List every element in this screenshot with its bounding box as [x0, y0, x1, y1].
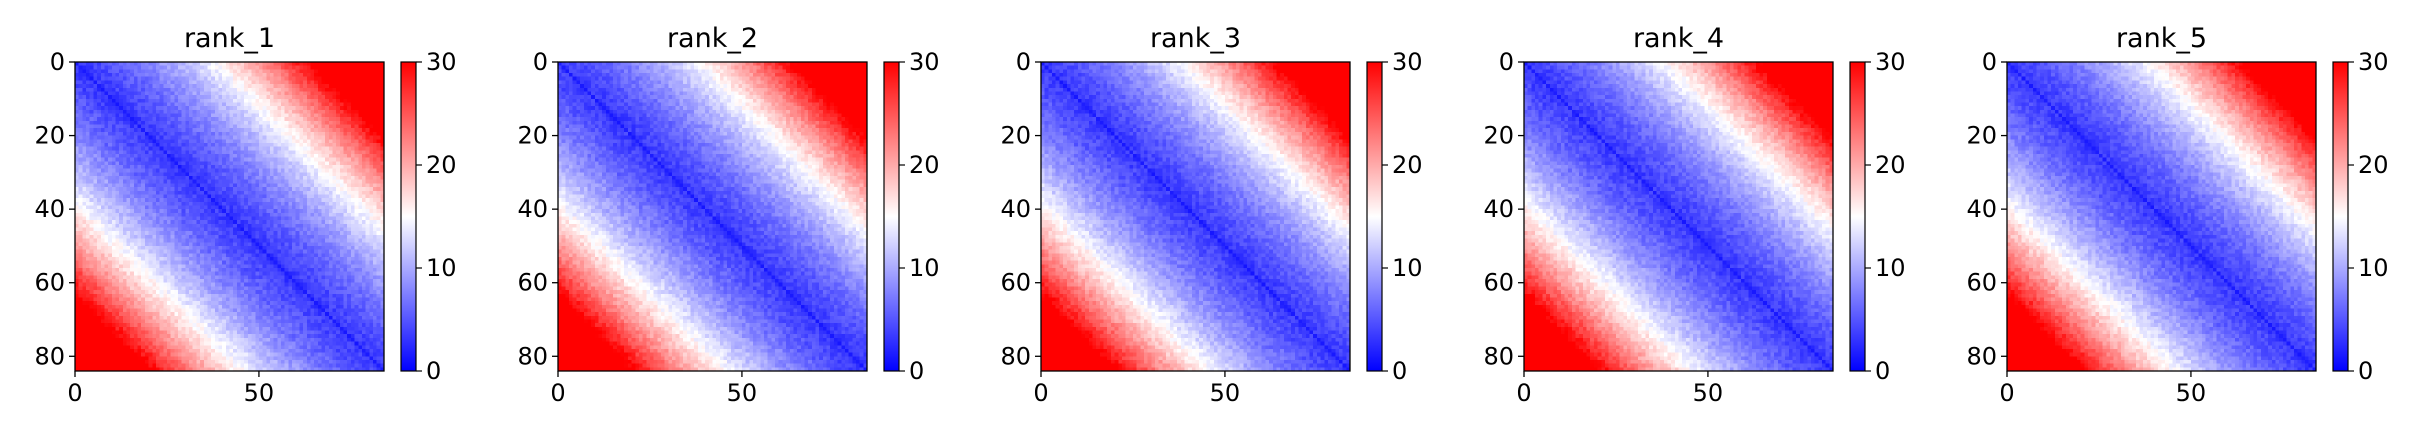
y-tick-label: 20 [1966, 122, 1997, 150]
x-tick-label: 50 [1210, 379, 1241, 407]
x-tick-label: 50 [244, 379, 275, 407]
heatmap-frame [557, 61, 868, 372]
x-tick-label: 0 [1999, 379, 2014, 407]
heatmap-image [1041, 62, 1350, 371]
colorbar-tick-label: 30 [426, 48, 457, 76]
y-tick-label: 0 [1499, 48, 1514, 76]
panel-title: rank_5 [2116, 23, 2207, 54]
y-tick-label: 80 [517, 342, 548, 370]
y-tick-label: 80 [34, 342, 65, 370]
heatmap-image [2007, 62, 2316, 371]
panel-title: rank_4 [1633, 23, 1724, 54]
heatmap-frame [1040, 61, 1351, 372]
x-tick-label: 50 [1693, 379, 1724, 407]
colorbar-frame [1366, 61, 1383, 372]
y-tick-label: 40 [517, 195, 548, 223]
colorbar [1850, 62, 1865, 371]
heatmap-frame [1523, 61, 1834, 372]
colorbar-frame [400, 61, 417, 372]
colorbar-frame [1849, 61, 1866, 372]
heatmap-image [1524, 62, 1833, 371]
heatmap-frame [2006, 61, 2317, 372]
y-tick-label: 0 [1016, 48, 1031, 76]
colorbar-tick-label: 0 [1875, 357, 1890, 385]
colorbar-frame [2332, 61, 2349, 372]
y-tick-label: 20 [517, 122, 548, 150]
heatmap-image [75, 62, 384, 371]
colorbar-tick-label: 0 [1392, 357, 1407, 385]
panel-title: rank_1 [184, 23, 275, 54]
y-tick-label: 0 [1982, 48, 1997, 76]
y-tick-label: 60 [517, 269, 548, 297]
colorbar-tick-label: 20 [1392, 151, 1423, 179]
y-tick-label: 20 [34, 122, 65, 150]
colorbar [884, 62, 899, 371]
colorbar-tick-label: 20 [909, 151, 940, 179]
panel-title: rank_3 [1150, 23, 1241, 54]
y-tick-label: 80 [1483, 342, 1514, 370]
colorbar-tick-label: 10 [909, 254, 940, 282]
colorbar-tick-label: 20 [426, 151, 457, 179]
colorbar-tick-label: 10 [1392, 254, 1423, 282]
y-tick-label: 60 [34, 269, 65, 297]
panel-title: rank_2 [667, 23, 758, 54]
colorbar-tick-label: 30 [909, 48, 940, 76]
colorbar-tick-label: 0 [909, 357, 924, 385]
colorbar-tick-label: 0 [426, 357, 441, 385]
colorbar-tick-label: 0 [2358, 357, 2373, 385]
colorbar-tick-label: 30 [1392, 48, 1423, 76]
x-tick-label: 0 [67, 379, 82, 407]
y-tick-label: 60 [1483, 269, 1514, 297]
x-tick-label: 0 [550, 379, 565, 407]
y-tick-label: 0 [533, 48, 548, 76]
y-tick-label: 60 [1966, 269, 1997, 297]
y-tick-label: 80 [1000, 342, 1031, 370]
heatmap-image [558, 62, 867, 371]
x-tick-label: 50 [727, 379, 758, 407]
colorbar-frame [883, 61, 900, 372]
colorbar [1367, 62, 1382, 371]
colorbar [2333, 62, 2348, 371]
colorbar [401, 62, 416, 371]
y-tick-label: 40 [1966, 195, 1997, 223]
colorbar-tick-label: 20 [2358, 151, 2389, 179]
y-tick-label: 60 [1000, 269, 1031, 297]
colorbar-tick-label: 10 [1875, 254, 1906, 282]
x-tick-label: 0 [1516, 379, 1531, 407]
colorbar-tick-label: 10 [426, 254, 457, 282]
colorbar-tick-label: 10 [2358, 254, 2389, 282]
y-tick-label: 20 [1483, 122, 1514, 150]
x-tick-label: 50 [2176, 379, 2207, 407]
y-tick-label: 40 [34, 195, 65, 223]
colorbar-tick-label: 30 [1875, 48, 1906, 76]
colorbar-tick-label: 30 [2358, 48, 2389, 76]
colorbar-tick-label: 20 [1875, 151, 1906, 179]
y-tick-label: 40 [1000, 195, 1031, 223]
heatmap-frame [74, 61, 385, 372]
y-tick-label: 80 [1966, 342, 1997, 370]
y-tick-label: 0 [50, 48, 65, 76]
y-tick-label: 20 [1000, 122, 1031, 150]
y-tick-label: 40 [1483, 195, 1514, 223]
x-tick-label: 0 [1033, 379, 1048, 407]
